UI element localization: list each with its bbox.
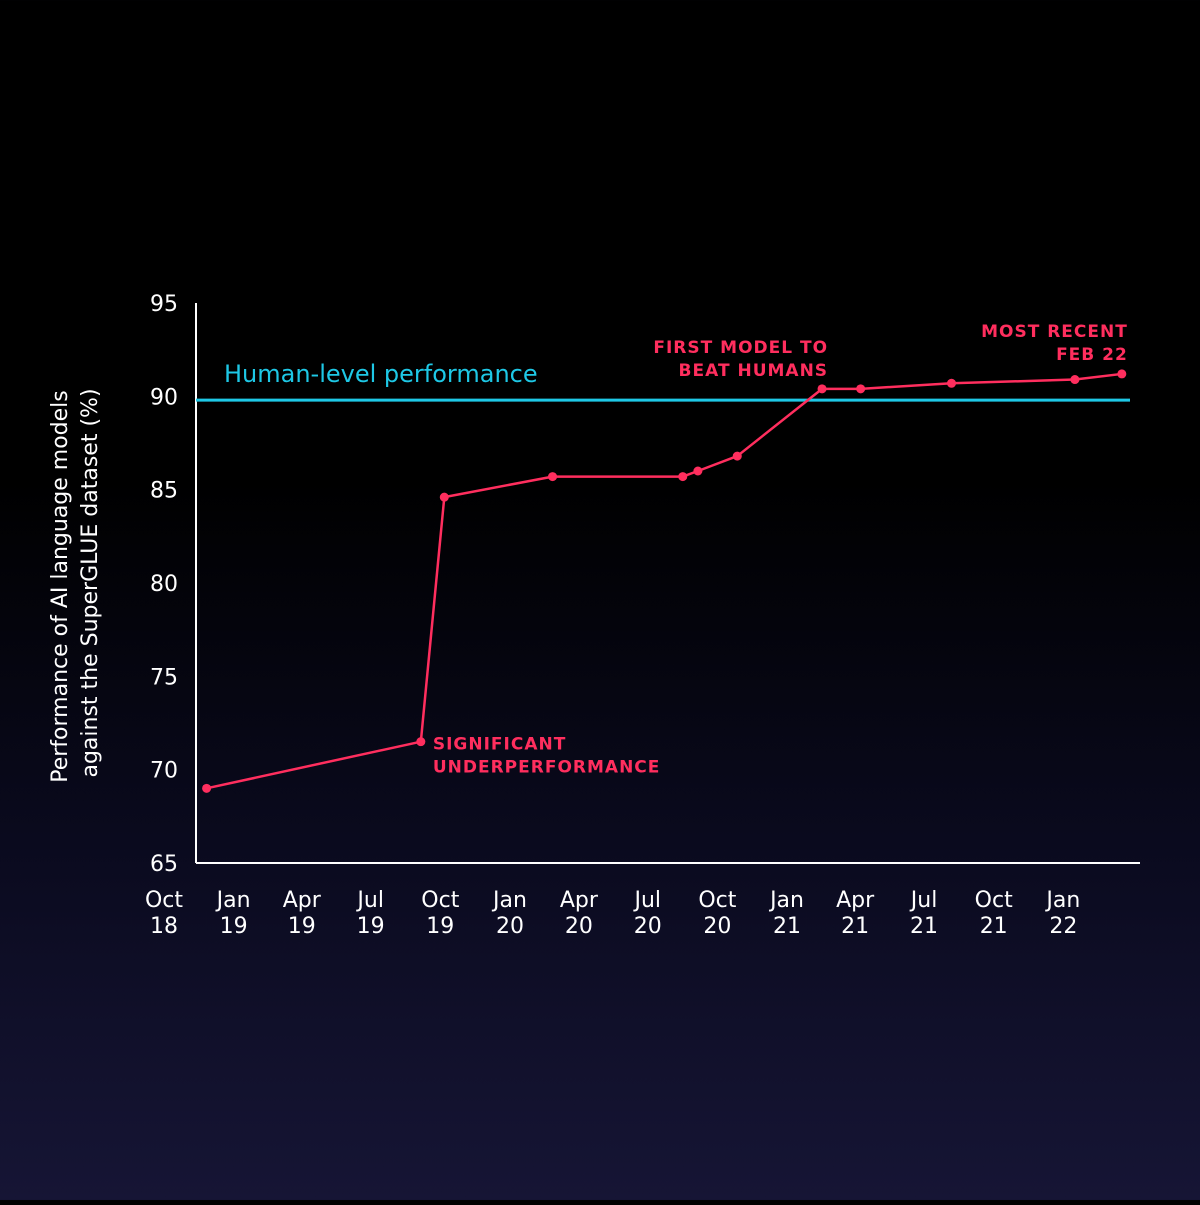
data-point <box>548 472 558 482</box>
x-tick-label: Jan 19 <box>215 888 251 939</box>
y-axis-title-line-2: against the SuperGLUE dataset (%) <box>78 388 103 777</box>
y-tick-label: 65 <box>150 852 178 877</box>
data-point <box>1070 375 1080 385</box>
x-tick-label: Oct 19 <box>421 888 459 939</box>
data-point <box>1117 369 1127 379</box>
y-axis-title: Performance of AI language models agains… <box>48 383 103 783</box>
y-tick-labels: 65 70 75 80 85 90 95 <box>150 292 178 877</box>
series-group <box>202 369 1127 793</box>
human-level-label: Human-level performance <box>224 360 538 388</box>
annotation-line: FIRST MODEL TO <box>653 338 828 358</box>
y-tick-label: 75 <box>150 665 178 690</box>
axes <box>195 303 1140 864</box>
data-point <box>439 492 449 502</box>
x-tick-year: 20 <box>703 914 731 939</box>
x-tick-year: 20 <box>565 914 593 939</box>
x-tick-month: Jan <box>1044 888 1080 913</box>
x-tick-month: Jul <box>632 888 661 913</box>
x-tick-year: 18 <box>150 914 178 939</box>
x-tick-year: 21 <box>980 914 1008 939</box>
y-axis-title-line-1: Performance of AI language models <box>48 390 73 783</box>
annotation-label: MOST RECENT FEB 22 <box>981 322 1128 365</box>
data-point <box>817 384 827 394</box>
x-tick-label: Apr 21 <box>836 888 875 939</box>
x-tick-label: Jan 21 <box>768 888 804 939</box>
x-tick-label: Jul 21 <box>909 888 938 939</box>
x-tick-month: Apr <box>560 888 599 913</box>
x-tick-month: Jan <box>768 888 804 913</box>
data-point <box>693 466 703 476</box>
x-tick-label: Jan 20 <box>491 888 527 939</box>
annotation-line: MOST RECENT <box>981 322 1128 342</box>
x-tick-label: Oct 20 <box>698 888 736 939</box>
annotation-line: SIGNIFICANT <box>433 735 566 755</box>
x-tick-year: 19 <box>426 914 454 939</box>
x-tick-label: Apr 20 <box>560 888 599 939</box>
x-tick-month: Oct <box>698 888 736 913</box>
annotation-label: SIGNIFICANT UNDERPERFORMANCE <box>433 735 661 778</box>
annotations-group: SIGNIFICANT UNDERPERFORMANCE FIRST MODEL T… <box>433 322 1128 778</box>
x-tick-year: 21 <box>841 914 869 939</box>
annotation-line: UNDERPERFORMANCE <box>433 758 661 778</box>
x-tick-year: 20 <box>496 914 524 939</box>
x-tick-year: 19 <box>357 914 385 939</box>
x-tick-month: Apr <box>836 888 875 913</box>
x-tick-month: Jul <box>355 888 384 913</box>
x-tick-label: Jan 22 <box>1044 888 1080 939</box>
x-tick-month: Apr <box>283 888 322 913</box>
data-point <box>856 384 866 394</box>
y-tick-label: 90 <box>150 385 178 410</box>
data-point <box>416 737 426 747</box>
data-point <box>732 451 742 461</box>
x-tick-label: Oct 21 <box>975 888 1013 939</box>
x-tick-year: 19 <box>220 914 248 939</box>
x-tick-year: 19 <box>288 914 316 939</box>
x-tick-month: Jan <box>215 888 251 913</box>
x-tick-month: Jul <box>909 888 938 913</box>
y-tick-label: 70 <box>150 759 178 784</box>
reference-line-group: Human-level performance <box>196 360 1130 402</box>
data-point <box>947 378 957 388</box>
x-tick-year: 22 <box>1049 914 1077 939</box>
x-tick-month: Oct <box>145 888 183 913</box>
annotation-label: FIRST MODEL TO BEAT HUMANS <box>653 338 828 381</box>
y-tick-label: 95 <box>150 292 178 317</box>
x-tick-label: Jul 20 <box>632 888 661 939</box>
x-tick-month: Oct <box>421 888 459 913</box>
x-tick-year: 20 <box>634 914 662 939</box>
data-point <box>678 472 688 482</box>
x-tick-label: Oct 18 <box>145 888 183 939</box>
x-tick-month: Oct <box>975 888 1013 913</box>
x-tick-year: 21 <box>910 914 938 939</box>
x-tick-month: Jan <box>491 888 527 913</box>
x-tick-year: 21 <box>773 914 801 939</box>
series-line <box>206 372 1122 790</box>
x-tick-label: Apr 19 <box>283 888 322 939</box>
annotation-line: FEB 22 <box>1056 345 1128 365</box>
x-tick-label: Jul 19 <box>355 888 384 939</box>
data-point <box>202 783 212 793</box>
y-tick-label: 85 <box>150 479 178 504</box>
annotation-line: BEAT HUMANS <box>679 361 829 381</box>
y-tick-label: 80 <box>150 572 178 597</box>
